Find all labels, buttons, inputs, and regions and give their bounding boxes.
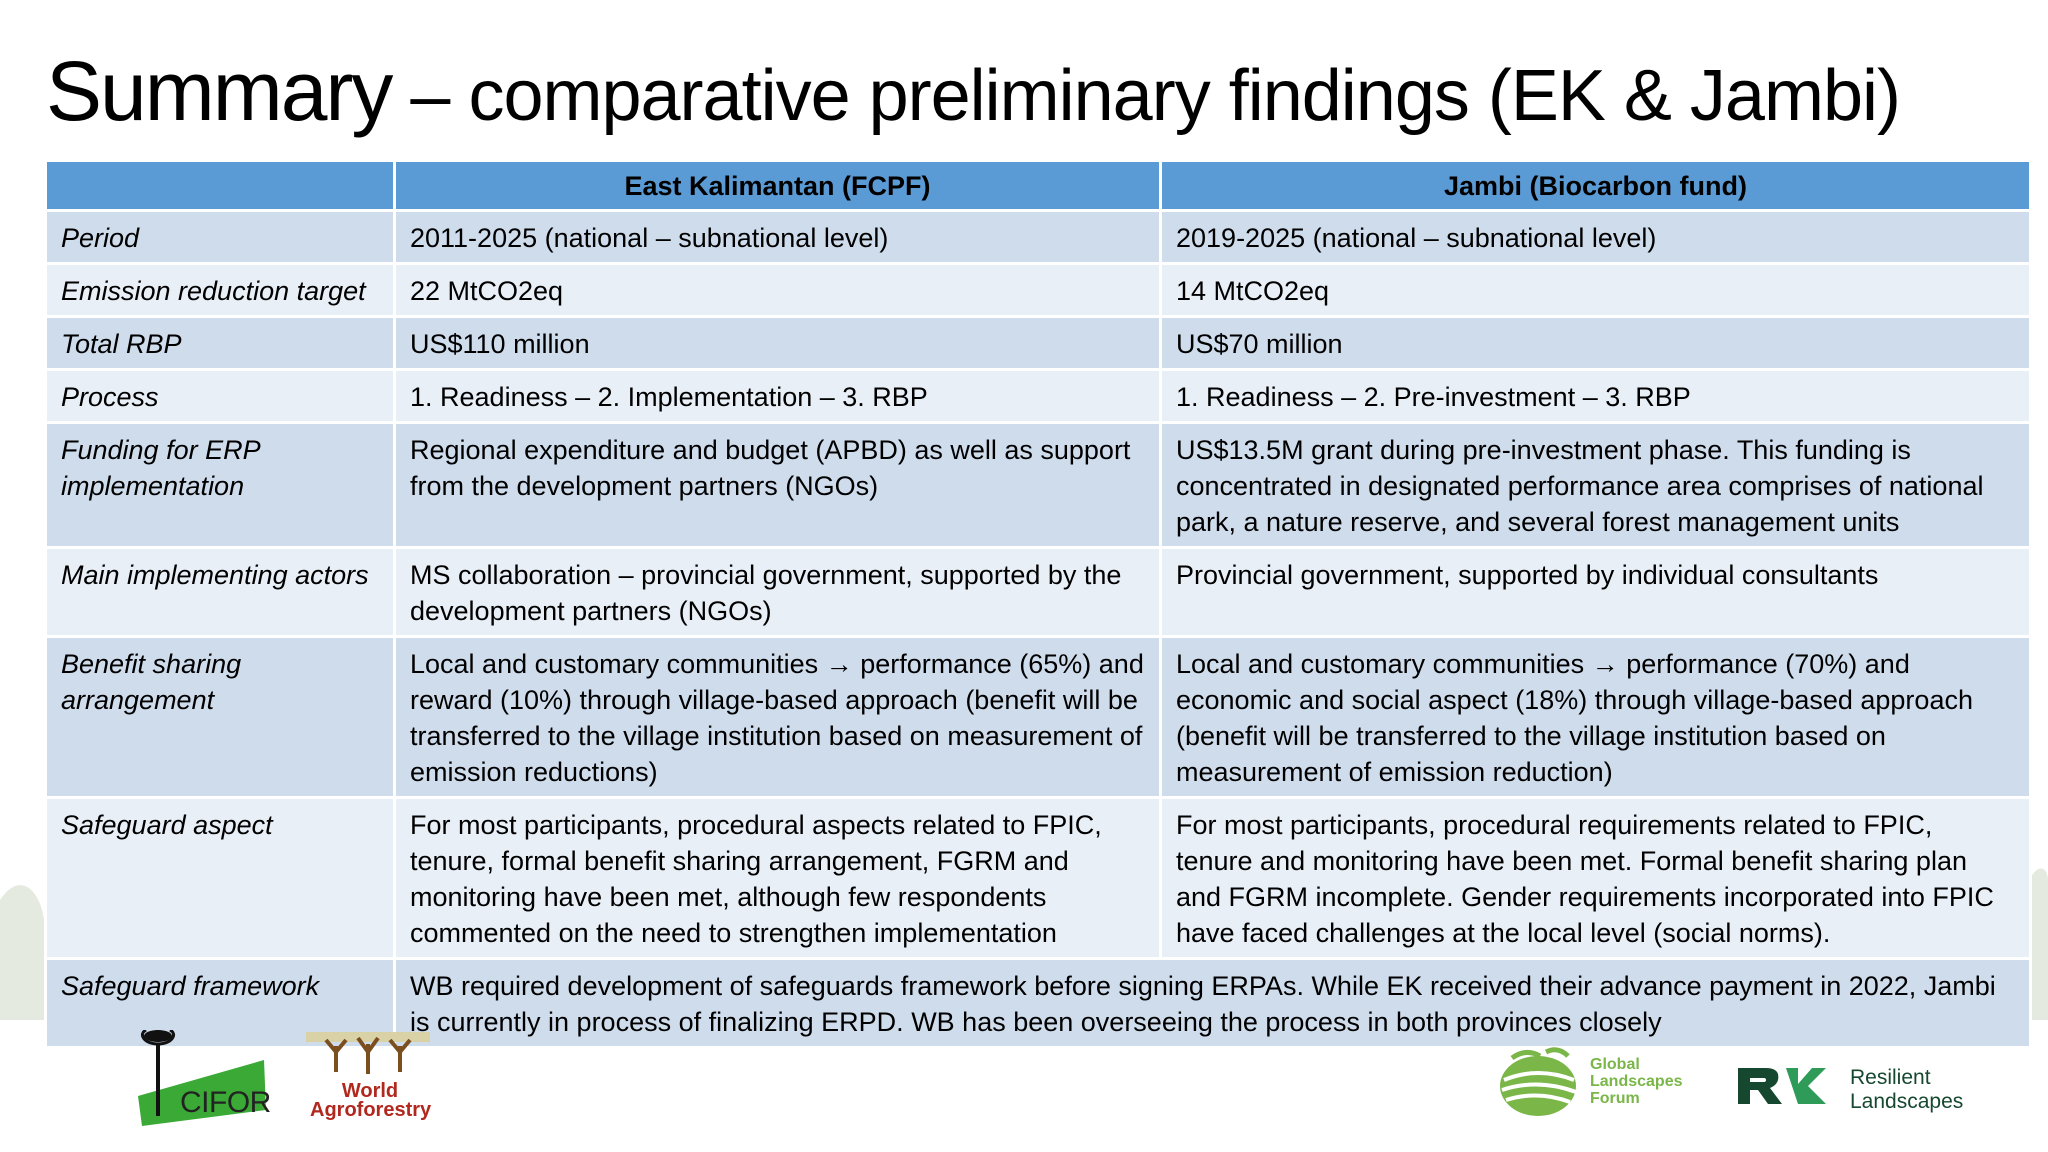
row-label: Period [44,209,396,265]
table-row-actors: Main implementing actors MS collaboratio… [44,546,2032,638]
table-header-row: East Kalimantan (FCPF) Jambi (Biocarbon … [44,159,2032,212]
glf-line2: Landscapes [1590,1073,1683,1090]
title-subtitle: – comparative preliminary findings (EK &… [391,56,1901,136]
world-agroforestry-text: World Agroforestry [310,1080,432,1121]
glf-line3: Forum [1590,1090,1640,1107]
header-east-kalimantan: East Kalimantan (FCPF) [393,159,1162,212]
table-row-benefit-sharing: Benefit sharing arrangement Local and cu… [44,635,2032,799]
ek-benefit-pre: Local and customary communities [410,649,826,679]
jambi-cell: Provincial government, supported by indi… [1159,546,2032,638]
leaf-globe-icon [1500,1047,1577,1116]
ek-cell: US$110 million [393,315,1162,371]
row-label: Funding for ERP implementation [44,421,396,549]
row-label: Process [44,368,396,424]
table-row-safeguard-aspect: Safeguard aspect For most participants, … [44,796,2032,960]
ek-cell: 22 MtCO2eq [393,262,1162,318]
glf-logo-text: Global Landscapes Forum [1590,1056,1682,1107]
ek-cell: 1. Readiness – 2. Implementation – 3. RB… [393,368,1162,424]
row-label: Emission reduction target [44,262,396,318]
rl-logo-text: Resilient Landscapes [1850,1066,1963,1114]
slide-title: Summary – comparative preliminary findin… [46,36,2036,146]
tree-icon [138,1028,266,1126]
title-main: Summary [46,44,393,138]
jambi-cell: Local and customary communities → perfor… [1159,635,2032,799]
trees-icon [306,1032,430,1074]
rl-mark-icon [1738,1068,1826,1104]
cifor-logo-text: CIFOR [180,1086,271,1119]
table-row-funding: Funding for ERP implementation Regional … [44,421,2032,549]
rl-line2: Landscapes [1850,1090,1964,1113]
arrow-right-icon: → [1591,649,1619,679]
header-corner-cell [44,159,396,212]
arrow-right-icon: → [825,649,853,679]
comparison-table: East Kalimantan (FCPF) Jambi (Biocarbon … [44,159,2032,1049]
jambi-cell: 1. Readiness – 2. Pre-investment – 3. RB… [1159,368,2032,424]
resilient-landscapes-logo: Resilient Landscapes [1734,1060,2024,1120]
jambi-benefit-post: performance (70%) and economic and socia… [1176,649,1973,787]
jambi-cell: US$70 million [1159,315,2032,371]
jambi-cell: 2019-2025 (national – subnational level) [1159,209,2032,265]
jambi-cell: US$13.5M grant during pre-investment pha… [1159,421,2032,549]
jambi-benefit-pre: Local and customary communities [1176,649,1592,679]
rl-line1: Resilient [1850,1066,1931,1089]
table-row-process: Process 1. Readiness – 2. Implementation… [44,368,2032,424]
ek-benefit-post: performance (65%) and reward (10%) throu… [410,649,1144,787]
row-label: Total RBP [44,315,396,371]
ek-cell: Local and customary communities → perfor… [393,635,1162,799]
jambi-cell: 14 MtCO2eq [1159,262,2032,318]
global-landscapes-forum-logo: Global Landscapes Forum [1496,1046,1696,1122]
ek-cell: For most participants, procedural aspect… [393,796,1162,960]
glf-line1: Global [1590,1056,1640,1073]
table-row-safeguard-framework: Safeguard framework WB required developm… [44,957,2032,1049]
ek-cell: MS collaboration – provincial government… [393,546,1162,638]
row-label: Benefit sharing arrangement [44,635,396,799]
header-jambi: Jambi (Biocarbon fund) [1159,159,2032,212]
icraf-line2: Agroforestry [310,1099,432,1121]
world-agroforestry-logo: World Agroforestry [306,1032,432,1128]
row-label: Main implementing actors [44,546,396,638]
icraf-line1: World [341,1080,399,1102]
cifor-logo: CIFOR [136,1028,276,1130]
merged-cell: WB required development of safeguards fr… [393,957,2032,1049]
ek-cell: 2011-2025 (national – subnational level) [393,209,1162,265]
jambi-cell: For most participants, procedural requir… [1159,796,2032,960]
table-row-total-rbp: Total RBP US$110 million US$70 million [44,315,2032,371]
row-label: Safeguard aspect [44,796,396,960]
table-row-emission-target: Emission reduction target 22 MtCO2eq 14 … [44,262,2032,318]
table-row-period: Period 2011-2025 (national – subnational… [44,209,2032,265]
ek-cell: Regional expenditure and budget (APBD) a… [393,421,1162,549]
